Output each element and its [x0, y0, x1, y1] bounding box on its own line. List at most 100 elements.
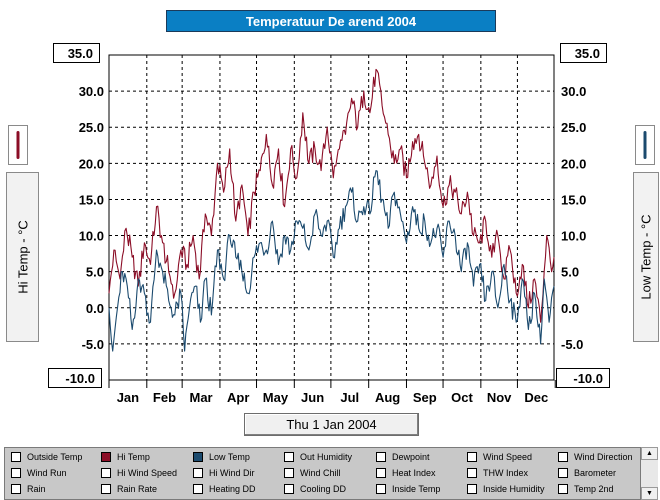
x-tick-label: Oct — [451, 390, 473, 405]
series-checkbox-inside-humidity[interactable]: Inside Humidity — [467, 484, 545, 494]
checkbox-box[interactable] — [558, 484, 568, 494]
checkbox-box[interactable] — [11, 484, 21, 494]
x-tick-label: Dec — [524, 390, 548, 405]
left-axis-title: Hi Temp - °C — [6, 172, 39, 342]
checkbox-box[interactable] — [193, 484, 203, 494]
checkbox-box[interactable] — [284, 452, 294, 462]
checkbox-box[interactable] — [284, 468, 294, 478]
checkbox-box[interactable] — [11, 468, 21, 478]
x-tick-label: Apr — [227, 390, 249, 405]
x-tick-label: Feb — [153, 390, 176, 405]
checkbox-box[interactable] — [376, 468, 386, 478]
panel-scrollbar[interactable]: ▲ ▼ — [640, 447, 658, 500]
checkbox-label: Out Humidity — [300, 452, 353, 462]
checkbox-label: Hi Temp — [117, 452, 150, 462]
y-tick-label-left: 0.0 — [86, 301, 104, 316]
y-tick-label-left: 15.0 — [79, 192, 104, 207]
scroll-up-arrow-icon[interactable]: ▲ — [641, 447, 658, 460]
checkbox-label: Inside Humidity — [483, 484, 545, 494]
hi-temp-series-line — [108, 68, 555, 323]
series-checkbox-heating-dd[interactable]: Heating DD — [193, 484, 256, 494]
y-tick-label-left: 10.0 — [79, 229, 104, 244]
temperature-chart: 30.0 30.0 25.0 25.0 20.0 20.0 15.0 15.0 10.0 10.0… — [79, 54, 586, 405]
series-checkbox-wind-chill[interactable]: Wind Chill — [284, 468, 341, 478]
x-tick-label: Aug — [375, 390, 400, 405]
checkbox-label: Cooling DD — [300, 484, 347, 494]
checkbox-box[interactable] — [376, 484, 386, 494]
series-checkbox-outside-temp[interactable]: Outside Temp — [11, 452, 82, 462]
checkbox-label: Hi Wind Dir — [209, 468, 255, 478]
series-checkbox-rain-rate[interactable]: Rain Rate — [101, 484, 157, 494]
y-tick-label-right: 15.0 — [561, 192, 586, 207]
y-tick-label-right: 5.0 — [561, 265, 579, 280]
x-tick-label: Jun — [301, 390, 324, 405]
checkbox-label: Wind Speed — [483, 452, 533, 462]
checkbox-box[interactable] — [376, 452, 386, 462]
series-checkbox-inside-temp[interactable]: Inside Temp — [376, 484, 440, 494]
checkbox-label: Hi Wind Speed — [117, 468, 178, 478]
series-selector-panel: Outside Temp Hi Temp Low Temp Out Humidity D… — [4, 447, 658, 500]
series-checkbox-hi-wind-speed[interactable]: Hi Wind Speed — [101, 468, 177, 478]
x-tick-label: Jul — [340, 390, 359, 405]
checkbox-box[interactable] — [558, 468, 568, 478]
series-checkbox-hi-temp[interactable]: Hi Temp — [101, 452, 150, 462]
checkbox-box[interactable] — [284, 484, 294, 494]
checkbox-box[interactable] — [101, 484, 111, 494]
right-axis-min[interactable]: -10.0 — [556, 368, 610, 388]
y-tick-label-right: 30.0 — [561, 84, 586, 99]
y-tick-label-left: 20.0 — [79, 156, 104, 171]
y-tick-label-left: -5.0 — [82, 337, 104, 352]
y-tick-label-right: 25.0 — [561, 120, 586, 135]
date-cursor-button[interactable]: Thu 1 Jan 2004 — [244, 413, 419, 436]
right-axis-max[interactable]: 35.0 — [560, 43, 607, 63]
x-tick-label: May — [263, 390, 289, 405]
checkbox-label: THW Index — [483, 468, 529, 478]
plot-area — [108, 54, 555, 381]
series-checkbox-low-temp[interactable]: Low Temp — [193, 452, 250, 462]
series-checkbox-cooling-dd[interactable]: Cooling DD — [284, 484, 346, 494]
checkbox-label: Heating DD — [209, 484, 256, 494]
series-checkbox-heat-index[interactable]: Heat Index — [376, 468, 436, 478]
x-tick-label: Nov — [487, 390, 512, 405]
checkbox-box[interactable] — [101, 468, 111, 478]
series-checkbox-thw-index[interactable]: THW Index — [467, 468, 528, 478]
checkbox-box[interactable] — [193, 468, 203, 478]
checkbox-label: Low Temp — [209, 452, 250, 462]
series-checkbox-wind-direction[interactable]: Wind Direction — [558, 452, 633, 462]
checkbox-box[interactable] — [558, 452, 568, 462]
x-tick-label: Mar — [189, 390, 212, 405]
series-checkbox-wind-speed[interactable]: Wind Speed — [467, 452, 532, 462]
scroll-down-arrow-icon[interactable]: ▼ — [641, 487, 658, 500]
checkbox-label: Rain — [27, 484, 46, 494]
checkbox-label: Inside Temp — [392, 484, 441, 494]
checkbox-box[interactable] — [193, 452, 203, 462]
checkbox-box[interactable] — [11, 452, 21, 462]
checkbox-label: Dewpoint — [392, 452, 430, 462]
y-tick-label-right: -5.0 — [561, 337, 583, 352]
checkbox-box[interactable] — [467, 484, 477, 494]
checkbox-box[interactable] — [467, 468, 477, 478]
chart-title: Temperatuur De arend 2004 — [166, 10, 496, 32]
series-checkbox-wind-run[interactable]: Wind Run — [11, 468, 67, 478]
checkbox-box[interactable] — [467, 452, 477, 462]
left-axis-min[interactable]: -10.0 — [48, 368, 102, 388]
series-checkbox-dewpoint[interactable]: Dewpoint — [376, 452, 430, 462]
left-axis-max[interactable]: 35.0 — [53, 43, 100, 63]
y-tick-label-right: 10.0 — [561, 229, 586, 244]
right-axis-title: Low Temp - °C — [633, 172, 659, 342]
low-temp-series-line — [108, 170, 555, 352]
series-checkbox-barometer[interactable]: Barometer — [558, 468, 616, 478]
x-tick-label: Sep — [413, 390, 437, 405]
series-checkbox-rain[interactable]: Rain — [11, 484, 46, 494]
series-checkbox-out-humidity[interactable]: Out Humidity — [284, 452, 352, 462]
low-temp-swatch[interactable] — [635, 125, 655, 165]
checkbox-box[interactable] — [101, 452, 111, 462]
checkbox-label: Outside Temp — [27, 452, 83, 462]
series-checkbox-temp-2nd[interactable]: Temp 2nd — [558, 484, 614, 494]
hi-temp-swatch[interactable] — [8, 125, 28, 165]
checkbox-label: Wind Direction — [574, 452, 633, 462]
series-checkbox-hi-wind-dir[interactable]: Hi Wind Dir — [193, 468, 255, 478]
y-tick-label-left: 25.0 — [79, 120, 104, 135]
checkbox-label: Heat Index — [392, 468, 436, 478]
y-tick-label-left: 5.0 — [86, 265, 104, 280]
